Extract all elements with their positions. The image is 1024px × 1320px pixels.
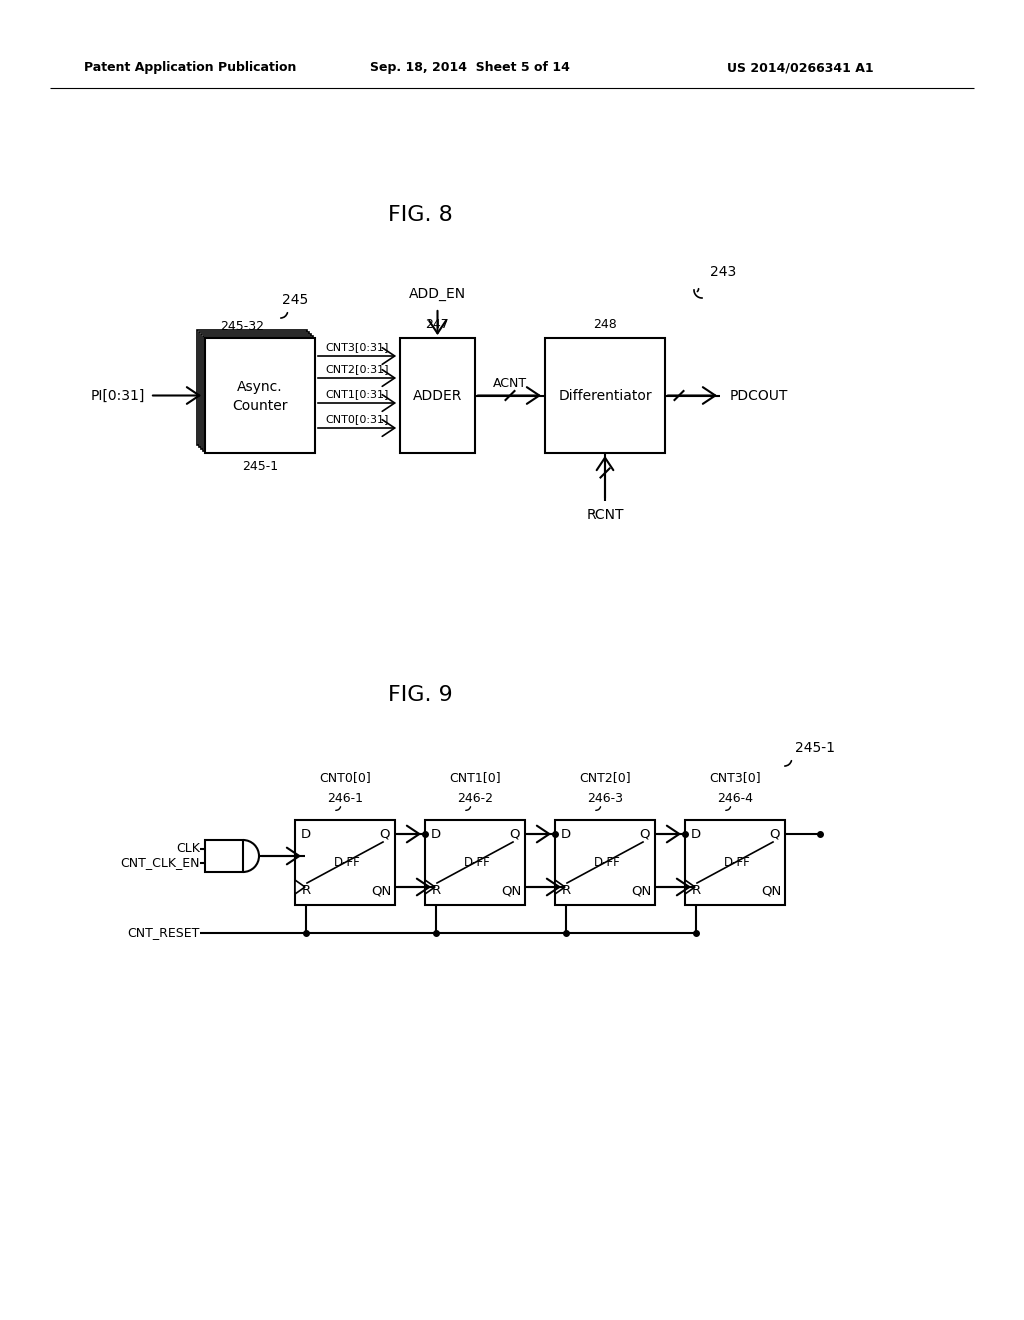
Text: QN: QN xyxy=(371,884,391,898)
Text: D: D xyxy=(561,828,571,841)
Text: QN: QN xyxy=(761,884,781,898)
Bar xyxy=(425,820,525,906)
Text: CNT3[0:31]: CNT3[0:31] xyxy=(326,342,389,352)
Text: CNT0[0]: CNT0[0] xyxy=(319,771,371,784)
Text: CNT3[0]: CNT3[0] xyxy=(710,771,761,784)
Bar xyxy=(685,820,785,906)
Text: Q: Q xyxy=(769,828,779,841)
Text: CNT2[0]: CNT2[0] xyxy=(580,771,631,784)
Text: RCNT: RCNT xyxy=(587,508,624,521)
Polygon shape xyxy=(425,880,435,894)
Text: Differentiator: Differentiator xyxy=(558,388,652,403)
Text: QN: QN xyxy=(631,884,651,898)
Polygon shape xyxy=(555,880,565,894)
Text: 246-1: 246-1 xyxy=(327,792,362,804)
Text: 246-3: 246-3 xyxy=(587,792,623,804)
Text: Patent Application Publication: Patent Application Publication xyxy=(84,62,296,74)
Text: 246-4: 246-4 xyxy=(717,792,753,804)
Text: Q: Q xyxy=(509,828,519,841)
Bar xyxy=(400,338,475,453)
Bar xyxy=(295,820,395,906)
Text: D: D xyxy=(301,828,311,841)
Text: R: R xyxy=(691,884,700,898)
Bar xyxy=(205,338,315,453)
Text: QN: QN xyxy=(501,884,521,898)
Text: D-FF: D-FF xyxy=(724,855,751,869)
Bar xyxy=(203,337,313,451)
Text: ADD_EN: ADD_EN xyxy=(409,286,466,301)
Text: 245-1: 245-1 xyxy=(242,459,279,473)
Text: R: R xyxy=(561,884,570,898)
Text: R: R xyxy=(301,884,310,898)
Text: 248: 248 xyxy=(593,318,616,330)
Bar xyxy=(199,333,309,447)
Text: D-FF: D-FF xyxy=(594,855,621,869)
Bar xyxy=(201,334,311,449)
Text: CNT_RESET: CNT_RESET xyxy=(128,927,200,940)
Text: 245-32: 245-32 xyxy=(220,319,264,333)
Text: 245: 245 xyxy=(282,293,308,308)
Text: US 2014/0266341 A1: US 2014/0266341 A1 xyxy=(727,62,873,74)
Text: Q: Q xyxy=(379,828,389,841)
Text: PDCOUT: PDCOUT xyxy=(730,388,788,403)
Text: Counter: Counter xyxy=(232,399,288,412)
Bar xyxy=(197,330,307,445)
Text: 247: 247 xyxy=(426,318,450,330)
Text: 246-2: 246-2 xyxy=(457,792,493,804)
Text: CLK: CLK xyxy=(176,842,200,855)
Text: ACNT: ACNT xyxy=(493,378,527,389)
Text: ADDER: ADDER xyxy=(413,388,462,403)
Bar xyxy=(205,840,243,873)
Text: FIG. 9: FIG. 9 xyxy=(388,685,453,705)
Text: CNT1[0:31]: CNT1[0:31] xyxy=(326,389,389,399)
Text: CNT1[0]: CNT1[0] xyxy=(450,771,501,784)
Text: CNT_CLK_EN: CNT_CLK_EN xyxy=(121,857,200,870)
Bar xyxy=(555,820,655,906)
Text: D-FF: D-FF xyxy=(464,855,490,869)
Text: D-FF: D-FF xyxy=(334,855,360,869)
Text: R: R xyxy=(431,884,440,898)
Text: Q: Q xyxy=(639,828,649,841)
Text: 245-1: 245-1 xyxy=(795,741,835,755)
Text: Sep. 18, 2014  Sheet 5 of 14: Sep. 18, 2014 Sheet 5 of 14 xyxy=(370,62,570,74)
Text: PI[0:31]: PI[0:31] xyxy=(91,388,145,403)
Text: Async.: Async. xyxy=(238,380,283,395)
Text: CNT2[0:31]: CNT2[0:31] xyxy=(326,364,389,374)
Bar xyxy=(545,338,665,453)
Text: D: D xyxy=(691,828,701,841)
Text: CNT0[0:31]: CNT0[0:31] xyxy=(326,414,389,424)
Polygon shape xyxy=(295,880,305,894)
Text: 243: 243 xyxy=(710,265,736,279)
Text: FIG. 8: FIG. 8 xyxy=(388,205,453,224)
Text: D: D xyxy=(431,828,441,841)
Polygon shape xyxy=(685,880,695,894)
